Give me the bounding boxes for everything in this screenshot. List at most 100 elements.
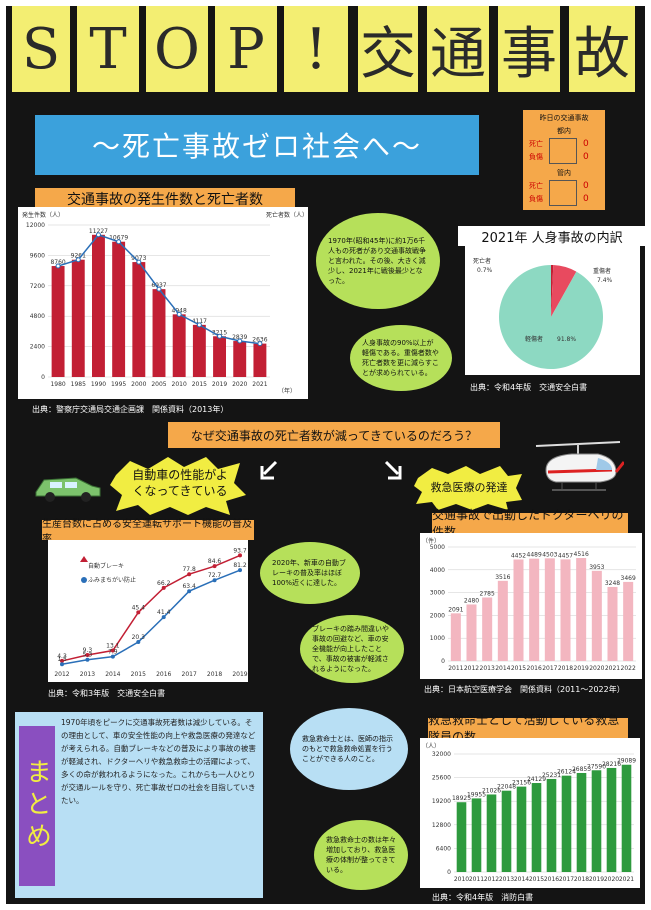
chart2-title: 2021年 人身事故の内訳 xyxy=(458,226,646,246)
x-tick-label: 2020 xyxy=(232,381,247,388)
pie-svg: 死亡者 0.7% 重傷者 7.4% 軽傷者 91.8% xyxy=(473,257,613,369)
x-tick-label: 2019 xyxy=(232,671,247,678)
data-label: 3215 xyxy=(212,329,227,336)
info-bubble: ブレーキの踏み間違いや事故の回避など、車の安全機能が向上したことで、事故の被害が… xyxy=(300,615,404,683)
chart4-source: 出典：日本航空医療学会 関係資料（2011～2022年） xyxy=(424,685,625,694)
tick-label: 0 xyxy=(447,869,451,876)
data-label: 4948 xyxy=(172,307,187,314)
question-banner: なぜ交通事故の死亡者数が減ってきているのだろう？ xyxy=(168,422,500,448)
summary-text: 1970年頃をピークに交通事故死者数は減少している。その理由として、車の安全性能… xyxy=(61,718,256,805)
data-label: 2480 xyxy=(464,597,479,604)
bar xyxy=(560,559,571,661)
local-box-title: 昨日の交通事故 xyxy=(539,114,589,122)
line-point xyxy=(136,610,141,615)
data-label: 4452 xyxy=(511,552,526,559)
line-point xyxy=(60,658,64,663)
bar xyxy=(71,259,85,377)
slice-label: 死亡者 xyxy=(473,257,491,265)
data-label: 26124 xyxy=(557,769,576,776)
bar xyxy=(623,581,634,661)
chart4-card: （件） 0 1000 2000 3000 4000 5000 2091 2011 2480 201… xyxy=(420,533,642,679)
data-label: 25231 xyxy=(542,772,561,779)
data-label: 6937 xyxy=(151,282,166,289)
data-label: 11227 xyxy=(89,228,108,235)
data-label: 3248 xyxy=(605,580,620,587)
data-label: 72.7 xyxy=(208,572,222,579)
year-unit: （年） xyxy=(278,387,296,395)
arrow-down-right-icon xyxy=(384,460,402,480)
chart3-source: 出典：令和3年版 交通安全白書 xyxy=(48,689,166,698)
car-icon xyxy=(35,477,101,502)
x-tick-label: 2000 xyxy=(131,381,146,388)
chart3-card: 自動ブレーキ ふみまちがい防止 2012 2013 2014 2015 2016 2017… xyxy=(48,540,248,682)
data-label: 13.1 xyxy=(106,643,120,650)
bar xyxy=(607,586,618,661)
bar xyxy=(450,613,461,661)
slice-label: 重傷者 xyxy=(593,267,611,275)
data-label: 4489 xyxy=(527,552,542,559)
data-label: 41.4 xyxy=(157,609,171,616)
tick-label: 2400 xyxy=(30,344,45,351)
data-label: 28216 xyxy=(602,761,621,768)
tick-label: 7200 xyxy=(30,283,45,290)
data-label: 5.3 xyxy=(83,652,93,659)
data-label: 3469 xyxy=(621,575,636,582)
bar xyxy=(546,778,557,872)
info-bubble: 人身事故の90%以上が軽傷である。重傷者数や死亡者数を更に減らすことが求められて… xyxy=(350,325,452,391)
x-tick-label: 1985 xyxy=(71,381,86,388)
x-tick-label: 2010 xyxy=(454,876,469,883)
x-tick-label: 2021 xyxy=(252,381,267,388)
chart5-title: 救急救命士として活動している救急隊員の数 xyxy=(428,713,628,744)
line-point xyxy=(161,615,166,620)
slice-value: 91.8% xyxy=(557,336,576,343)
title-tile: S xyxy=(12,6,70,92)
chart2-card: 死亡者 0.7% 重傷者 7.4% 軽傷者 91.8% xyxy=(465,245,640,375)
x-tick-label: 2015 xyxy=(192,381,207,388)
x-tick-label: 2005 xyxy=(151,381,166,388)
x-tick-label: 2014 xyxy=(514,876,529,883)
x-tick-label: 2013 xyxy=(499,876,514,883)
data-label: 26853 xyxy=(572,766,591,773)
line-point xyxy=(116,239,122,245)
reason-burst xyxy=(414,466,522,510)
bar xyxy=(501,790,512,872)
data-label: 7.9 xyxy=(108,649,118,656)
line-point xyxy=(187,572,192,577)
pie-slice xyxy=(551,265,577,317)
chart2-source: 出典：令和4年版 交通安全白書 xyxy=(470,383,588,392)
x-tick-label: 1990 xyxy=(91,381,106,388)
info-bubble: 救急救命士とは、医師の指示のもとで救急救命処置を行うことができる人のこと。 xyxy=(290,708,408,790)
area-label: 都内 xyxy=(557,127,571,135)
line-point xyxy=(176,311,182,317)
bar xyxy=(561,775,572,872)
data-label: 2636 xyxy=(252,337,267,344)
x-tick-label: 2015 xyxy=(131,671,146,678)
x-tick-label: 2017 xyxy=(559,876,574,883)
x-tick-label: 2017 xyxy=(542,665,557,672)
bar xyxy=(172,314,186,377)
line-point xyxy=(196,322,202,328)
line-point xyxy=(257,341,263,347)
summary-label: まとめ xyxy=(19,726,55,886)
chart1-card: 発生件数（人） 死亡者数（人） （年） 0 2400 4800 7200 9600 120… xyxy=(18,207,308,399)
x-tick-label: 2018 xyxy=(558,665,573,672)
data-label: 4503 xyxy=(542,551,557,558)
chart5-card: （人） 0 6400 12800 19200 25600 32000 18925 2010 19… xyxy=(420,738,640,888)
line-point xyxy=(217,333,223,339)
x-tick-label: 2016 xyxy=(156,671,171,678)
bar xyxy=(606,767,617,872)
data-label: 27590 xyxy=(587,763,606,770)
chart3-title: 生産台数に占める安全運転サポート機能の普及率 xyxy=(42,519,254,545)
series-line xyxy=(61,554,241,662)
data-label: 2839 xyxy=(232,334,247,341)
tick-label: 25600 xyxy=(432,775,451,782)
bar xyxy=(576,772,587,872)
legend-label: 自動ブレーキ xyxy=(88,562,124,570)
x-tick-label: 2014 xyxy=(105,671,120,678)
x-tick-label: 2021 xyxy=(619,876,634,883)
tick-label: 4000 xyxy=(430,567,445,574)
title-tile: 交 xyxy=(358,6,418,92)
x-tick-label: 2019 xyxy=(574,665,589,672)
bar xyxy=(253,343,267,377)
data-label: 63.4 xyxy=(182,583,196,590)
